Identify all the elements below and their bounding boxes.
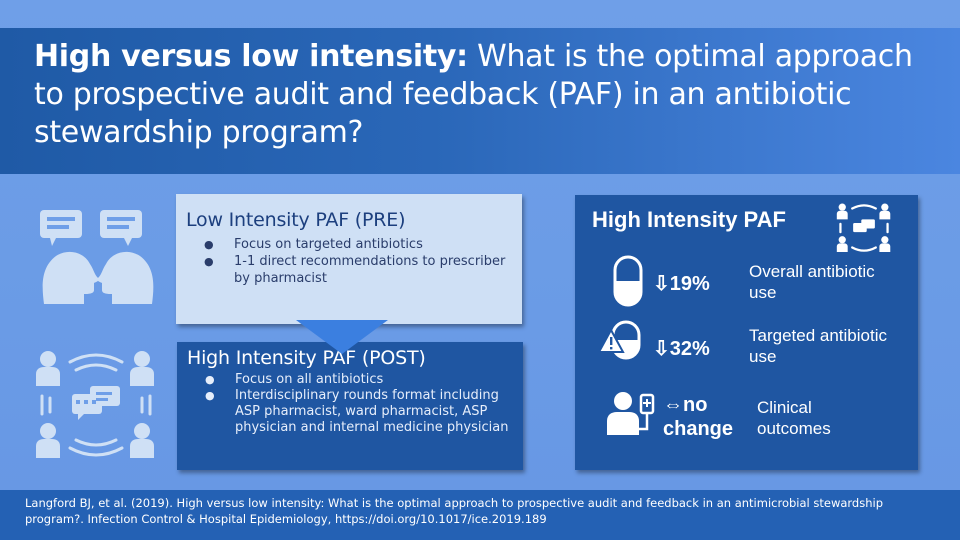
team-discussion-icon xyxy=(32,346,160,464)
down-arrow-icon xyxy=(296,320,388,359)
team-discussion-small-icon xyxy=(835,201,893,255)
capsule-icon xyxy=(613,255,643,307)
clinical-outcomes-label: Clinical outcomes xyxy=(757,398,831,438)
low-intensity-box: Low Intensity PAF (PRE) Focus on targete… xyxy=(176,194,522,324)
patient-iv-icon xyxy=(607,391,655,437)
speech-heads-icon xyxy=(38,208,158,308)
warning-capsule-icon xyxy=(599,320,645,360)
low-intensity-bullet-2: 1-1 direct recommendations to prescriber… xyxy=(186,253,512,287)
high-intensity-summary-box: High Intensity PAF ⇩19% xyxy=(575,195,918,470)
high-intensity-bullet-1: Focus on all antibiotics xyxy=(187,372,513,388)
targeted-use-stat: ⇩32% xyxy=(653,338,710,360)
overall-use-stat: ⇩19% xyxy=(653,273,710,295)
high-intensity-post-bullets: Focus on all antibiotics Interdisciplina… xyxy=(187,372,513,436)
title-bold: High versus low intensity: xyxy=(34,39,468,74)
high-intensity-post-box: High Intensity PAF (POST) Focus on all a… xyxy=(177,342,523,470)
low-intensity-title: Low Intensity PAF (PRE) xyxy=(186,209,406,231)
clinical-outcomes-stat: ⇔no change xyxy=(663,394,734,440)
page-title: High versus low intensity: What is the o… xyxy=(34,38,940,152)
citation: Langford BJ, et al. (2019). High versus … xyxy=(0,490,960,540)
low-intensity-bullets: Focus on targeted antibiotics 1-1 direct… xyxy=(186,236,512,287)
overall-use-label: Overall antibiotic use xyxy=(749,262,875,302)
title-band: High versus low intensity: What is the o… xyxy=(0,28,960,174)
high-intensity-summary-title: High Intensity PAF xyxy=(592,207,786,232)
title-rest: What is the optimal approach to prospect… xyxy=(34,39,913,150)
high-intensity-bullet-2: Interdisciplinary rounds format includin… xyxy=(187,388,513,436)
low-intensity-bullet-1: Focus on targeted antibiotics xyxy=(186,236,512,253)
high-intensity-post-title: High Intensity PAF (POST) xyxy=(187,347,426,369)
targeted-use-label: Targeted antibiotic use xyxy=(749,326,887,366)
